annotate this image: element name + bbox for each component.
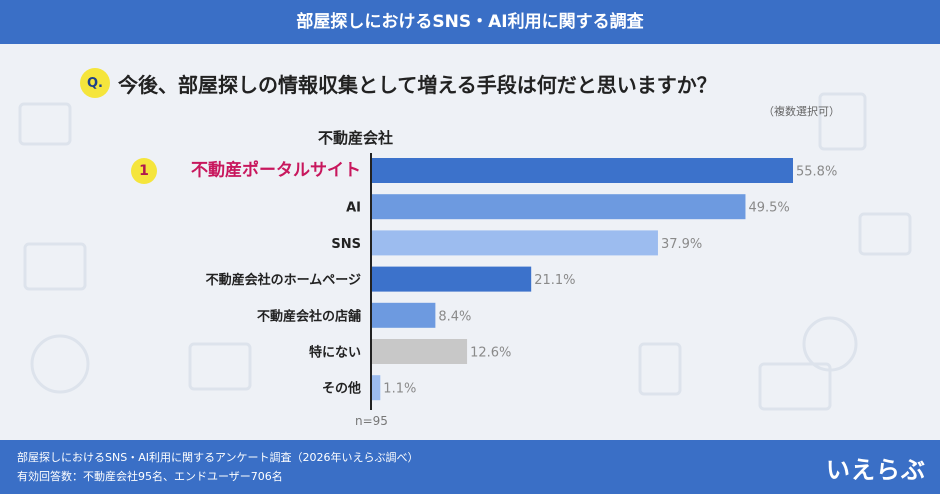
category-label: 不動産会社の店舗 [257,308,361,324]
multiple-choice-note: （複数選択可） [763,105,840,118]
sample-size-label: n=95 [355,414,388,428]
category-label: その他 [322,381,361,397]
brand-logo: いえらぶ [826,456,926,484]
bar [372,158,793,183]
background-decoration [18,92,912,411]
category-label: 不動産会社のホームページ [206,272,361,288]
bar [372,375,381,401]
footer-respondents: 有効回答数：不動産会社95名、エンドユーザー706名 [17,470,283,483]
category-label: 不動産ポータルサイト [191,160,361,181]
value-label: 12.6% [470,346,511,361]
value-label: 21.1% [534,273,575,288]
bar [372,302,436,328]
header-title: 部屋探しにおけるSNS・AI利用に関する調査 [0,0,940,44]
value-label: 8.4% [438,309,471,324]
rank-badge: 1 [131,158,157,184]
category-label: SNS [331,237,361,252]
question-text: 今後、部屋探しの情報収集として増える手段は何だと思いますか？ [118,72,717,97]
question: Q. 今後、部屋探しの情報収集として増える手段は何だと思いますか？ [80,68,717,98]
category-label: 特にない [309,345,361,361]
value-label: 1.1% [383,382,416,397]
value-label: 55.8% [796,165,837,180]
category-label: AI [346,201,361,216]
question-badge: Q. [80,68,110,98]
footer: 部屋探しにおけるSNS・AI利用に関するアンケート調査（2026年いえらぶ調べ）… [0,440,940,494]
value-label: 37.9% [661,237,702,252]
bar [372,230,658,256]
bar [372,194,746,220]
bar [372,339,468,364]
bar [372,266,532,292]
group-title: 不動産会社 [318,129,394,147]
footer-source: 部屋探しにおけるSNS・AI利用に関するアンケート調査（2026年いえらぶ調べ） [17,451,419,464]
value-label: 49.5% [748,201,789,216]
